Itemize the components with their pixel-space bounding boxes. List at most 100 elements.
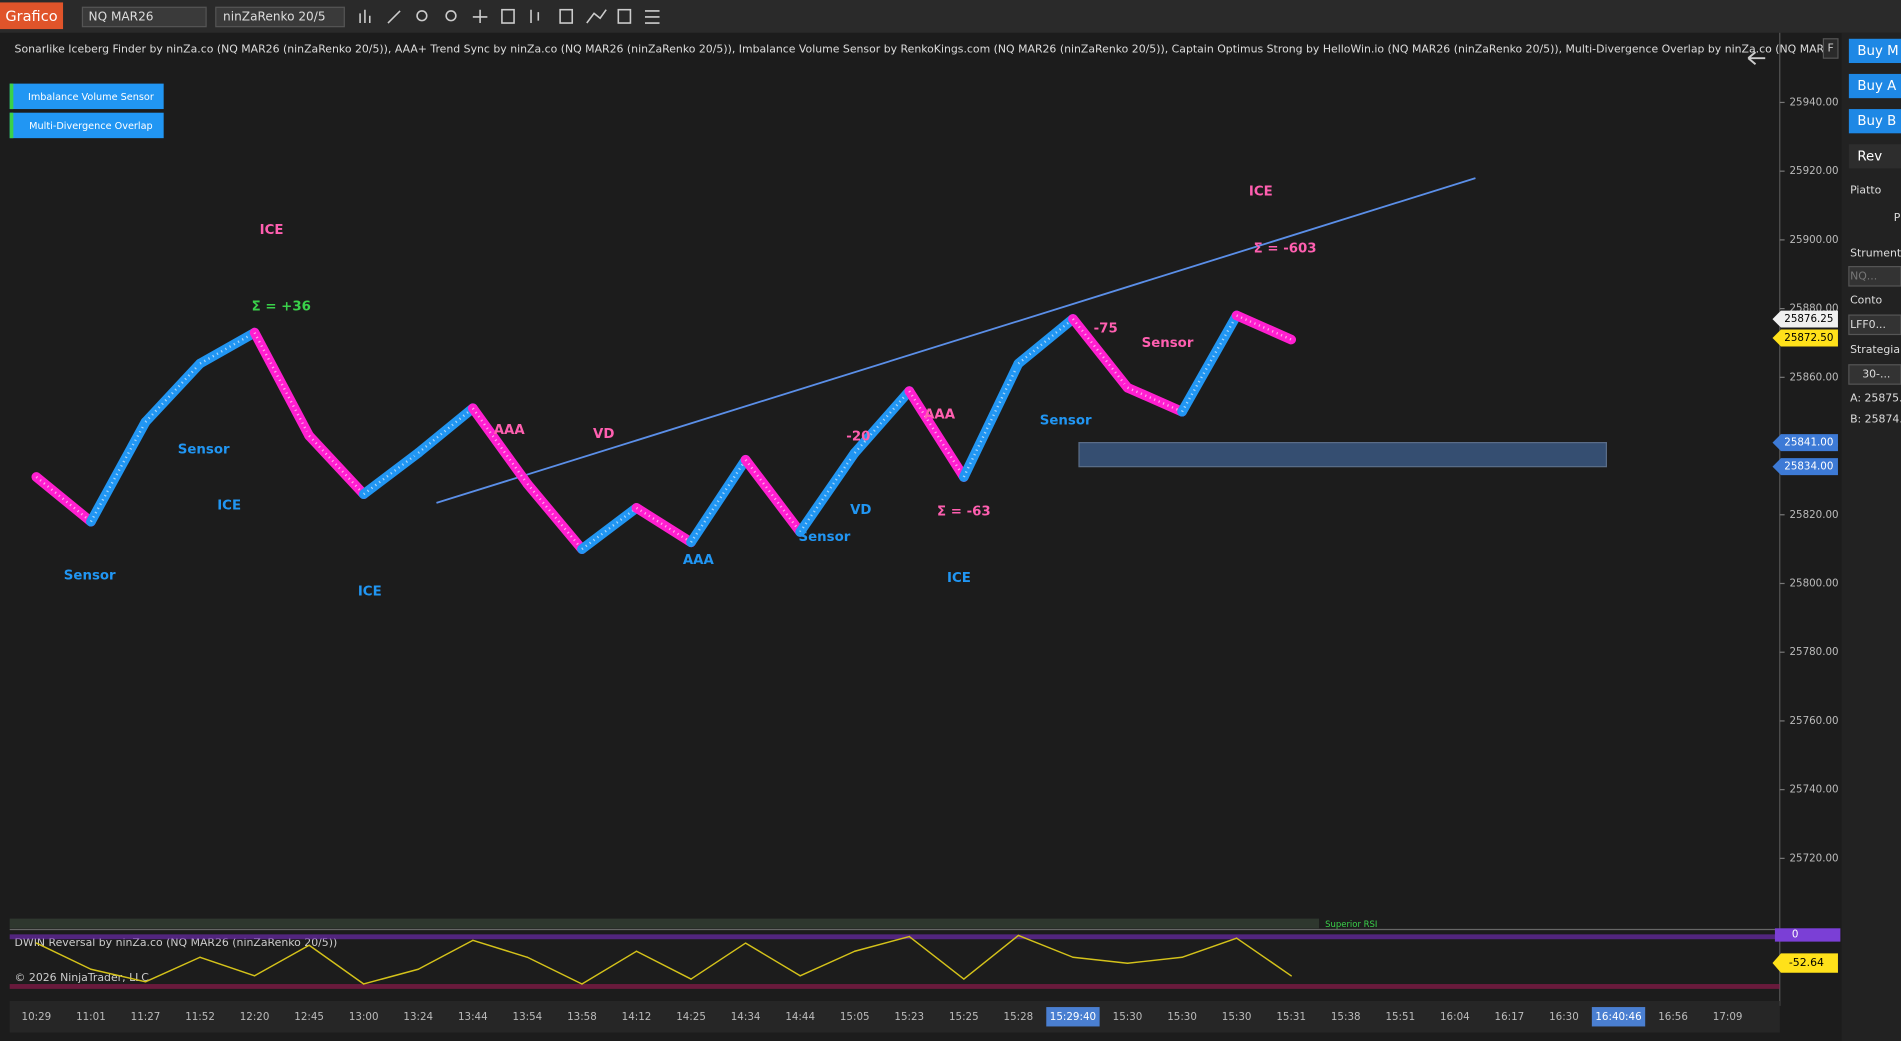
annotation: Σ = +36 xyxy=(252,300,311,315)
x-tick-label: 15:51 xyxy=(1385,1011,1415,1023)
brick-texture xyxy=(635,506,692,544)
x-tick-label: 11:52 xyxy=(185,1011,215,1023)
y-tick-label: 25780.00 xyxy=(1789,646,1838,658)
side-button-label: Buy B xyxy=(1857,114,1896,129)
annotation: Sensor xyxy=(178,443,230,458)
y-tick-label: 25860.00 xyxy=(1789,371,1838,383)
time-highlight xyxy=(1046,1007,1100,1027)
y-tick-label: 25940.00 xyxy=(1789,96,1838,108)
x-tick-label: 13:58 xyxy=(567,1011,597,1023)
app-tab[interactable] xyxy=(0,2,64,30)
x-tick-label: 16:56 xyxy=(1658,1011,1688,1023)
side-button[interactable] xyxy=(1848,38,1901,64)
x-tick-label: 16:04 xyxy=(1440,1011,1470,1023)
price-segment xyxy=(799,950,856,977)
side-field-label: Piatto xyxy=(1850,183,1882,196)
indicator-button-label: Multi-Divergence Overlap xyxy=(29,121,153,132)
price-segment xyxy=(635,950,692,980)
x-tick-label: 14:44 xyxy=(785,1011,815,1023)
annotation: Σ = -63 xyxy=(937,504,991,519)
bar-type: ninZaRenko 20/5 xyxy=(223,9,325,23)
brick-texture xyxy=(1127,386,1183,413)
trend-line xyxy=(436,177,1476,504)
price-segment xyxy=(1072,956,1129,964)
x-tick-label: 17:09 xyxy=(1713,1011,1743,1023)
y-tick-label: 25880.00 xyxy=(1789,303,1838,315)
toolbar-icons[interactable] xyxy=(359,8,660,24)
x-tick-label: 13:44 xyxy=(458,1011,488,1023)
price-segment xyxy=(963,934,1020,980)
annotation: ICE xyxy=(217,498,241,513)
brick-texture xyxy=(581,506,638,551)
side-button-label: Buy M xyxy=(1857,44,1898,59)
price-segment xyxy=(362,968,419,985)
brick-texture xyxy=(362,451,419,496)
y-tick-label: 25720.00 xyxy=(1789,852,1838,864)
brick-texture xyxy=(1017,317,1074,365)
flag-box[interactable] xyxy=(1822,38,1839,59)
x-tick-label: 15:38 xyxy=(1331,1011,1361,1023)
price-segment xyxy=(144,956,201,983)
bar-type-select[interactable] xyxy=(215,6,345,28)
back-arrow[interactable] xyxy=(1747,51,1766,65)
side-panel xyxy=(1841,32,1901,1041)
x-tick-label: 13:00 xyxy=(349,1011,379,1023)
x-tick-label: 16:30 xyxy=(1549,1011,1579,1023)
annotation: AAA xyxy=(924,407,956,422)
annotation: ICE xyxy=(1249,184,1273,199)
y-tick-label: 25800.00 xyxy=(1789,577,1838,589)
price-segment xyxy=(86,417,151,527)
annotation: ICE xyxy=(358,584,382,599)
x-tick-label: 15:30 xyxy=(1113,1011,1143,1023)
price-segment xyxy=(1126,956,1183,964)
indicator-accent xyxy=(9,83,14,110)
side-field-label: Strategia A xyxy=(1850,343,1901,356)
instrument-select[interactable] xyxy=(81,6,207,28)
x-tick-label: 13:54 xyxy=(513,1011,543,1023)
time-highlight xyxy=(1591,1007,1646,1027)
price-segment xyxy=(581,950,638,985)
x-tick-label: 12:20 xyxy=(240,1011,270,1023)
price-segment xyxy=(1017,934,1074,958)
annotation: -75 xyxy=(1094,321,1118,336)
oscillator-band xyxy=(9,934,1780,940)
indicator-button[interactable] xyxy=(9,83,164,110)
brick-texture xyxy=(417,407,474,454)
side-button[interactable] xyxy=(1848,73,1901,99)
x-tick-label: 15:28 xyxy=(1004,1011,1034,1023)
side-button[interactable] xyxy=(1848,144,1901,169)
side-field-label: Strumento xyxy=(1850,246,1901,259)
brick-texture xyxy=(1181,314,1238,413)
indicator-accent xyxy=(9,112,14,139)
y-tick-label: 25900.00 xyxy=(1789,234,1838,246)
volume-strip xyxy=(9,918,1320,929)
price-segment xyxy=(690,942,747,980)
oscillator-value: -52.64 xyxy=(1789,956,1824,969)
x-tick-label: 12:45 xyxy=(294,1011,324,1023)
price-marker-label: 25834.00 xyxy=(1784,461,1833,473)
price-marker xyxy=(1772,458,1838,476)
price-segment xyxy=(526,956,583,985)
brick-texture xyxy=(853,390,911,454)
brick-texture xyxy=(690,459,747,543)
y-tick-label: 25740.00 xyxy=(1789,784,1838,796)
brick-texture xyxy=(35,476,92,523)
x-tick-label: 16:17 xyxy=(1495,1011,1525,1023)
price-segment xyxy=(308,944,365,985)
side-button[interactable] xyxy=(1848,109,1901,134)
instrument: NQ MAR26 xyxy=(89,9,154,23)
side-field-label: Conto xyxy=(1850,294,1882,307)
annotation: Sensor xyxy=(1142,336,1194,351)
x-tick-label: 15:23 xyxy=(894,1011,924,1023)
price-segment xyxy=(1181,937,1238,958)
oscillator-band xyxy=(9,984,1780,989)
indicator-button-label: Imbalance Volume Sensor xyxy=(28,92,154,103)
annotation: Σ = -603 xyxy=(1254,241,1317,256)
indicator-button[interactable] xyxy=(9,112,164,139)
price-marker xyxy=(1772,310,1838,328)
x-tick-label: 14:12 xyxy=(622,1011,652,1023)
x-tick-label: 14:34 xyxy=(731,1011,761,1023)
app-name: Grafico xyxy=(5,9,57,25)
